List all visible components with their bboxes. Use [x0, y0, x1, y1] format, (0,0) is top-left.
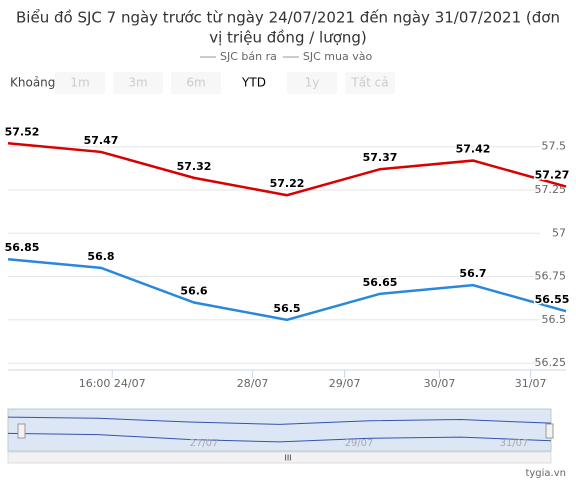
navigator-label: 27/07 [190, 438, 219, 449]
data-label: 56.8 [87, 250, 114, 263]
range-button-label[interactable]: 1m [70, 76, 89, 90]
y-tick-label: 56.75 [535, 270, 567, 283]
range-button[interactable] [287, 72, 337, 94]
line-series [7, 257, 567, 322]
navigator-line [7, 432, 552, 443]
data-label: 56.65 [363, 276, 398, 289]
range-button-label[interactable]: 3m [128, 76, 147, 90]
y-tick-label: 57.5 [542, 140, 567, 153]
scrollbar-grip: III [284, 454, 291, 463]
data-label: 56.7 [459, 267, 486, 280]
range-label: Khoảng [10, 76, 55, 90]
range-button[interactable] [113, 72, 163, 94]
range-button[interactable] [55, 72, 105, 94]
navigator-label: 29/07 [345, 438, 374, 449]
credit: tygia.vn [525, 468, 566, 479]
navigator[interactable] [7, 408, 552, 452]
data-label: 57.42 [456, 143, 491, 156]
line-series [7, 142, 567, 197]
range-button-label[interactable]: 1y [305, 76, 320, 90]
x-tick-label: 30/07 [424, 377, 456, 390]
range-button[interactable] [229, 72, 279, 94]
x-tick-label: 31/07 [515, 377, 547, 390]
data-label: 56.6 [180, 285, 207, 298]
navigator-handle[interactable] [17, 423, 26, 439]
range-button-label[interactable]: 6m [186, 76, 205, 90]
data-label: 57.37 [363, 151, 398, 164]
y-tick-label: 57.25 [535, 183, 567, 196]
range-button-label[interactable]: YTD [241, 76, 266, 90]
range-button[interactable] [345, 72, 395, 94]
data-label: 56.85 [5, 241, 40, 254]
range-button[interactable] [171, 72, 221, 94]
x-tick-label: 29/07 [329, 377, 361, 390]
data-label: 57.52 [5, 125, 40, 138]
data-label: 56.55 [535, 293, 570, 306]
scrollbar[interactable] [7, 451, 552, 464]
x-tick-label: 16:00 24/07 [79, 377, 146, 390]
chart-subtitle: vị triệu đồng / lượng) [209, 29, 367, 47]
legend-label: SJC bán ra [220, 50, 277, 63]
data-label: 57.27 [535, 169, 570, 182]
navigator-line [7, 416, 552, 425]
y-tick-label: 56.25 [535, 356, 567, 369]
navigator-label: 31/07 [500, 438, 529, 449]
data-label: 57.47 [84, 134, 119, 147]
data-label: 57.22 [270, 177, 305, 190]
data-label: 57.32 [177, 160, 212, 173]
legend-label: SJC mua vào [303, 50, 373, 63]
chart-title: Biểu đồ SJC 7 ngày trước từ ngày 24/07/2… [16, 9, 560, 27]
y-tick-label: 56.5 [542, 313, 567, 326]
x-tick-label: 28/07 [237, 377, 269, 390]
data-label: 56.5 [273, 302, 300, 315]
y-tick-label: 57 [552, 226, 566, 239]
navigator-handle[interactable] [545, 423, 554, 439]
range-button-label[interactable]: Tất cả [350, 76, 388, 90]
